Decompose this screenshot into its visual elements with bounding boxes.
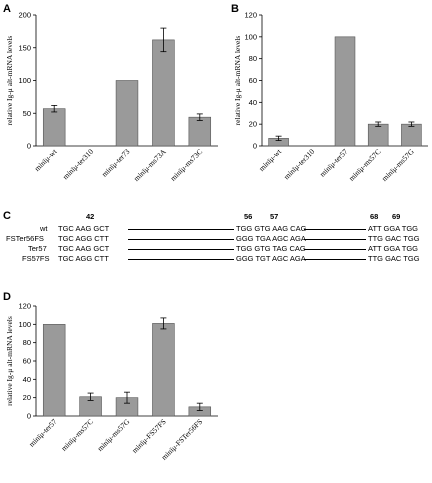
y-tick-label: 0 bbox=[253, 142, 257, 151]
gap-line bbox=[304, 239, 366, 240]
row-seg3-fs57fs: TTG GAC TGG bbox=[368, 254, 420, 263]
y-tick-label: 40 bbox=[23, 375, 31, 384]
row-label-fster56fs: FSTer56FS bbox=[6, 234, 44, 243]
row-seg1-ter57: TGC AAG GCT bbox=[58, 244, 110, 253]
gap-line bbox=[304, 249, 366, 250]
y-axis-label: relative Ig-μ alt-mRNA levels bbox=[233, 36, 242, 126]
bar bbox=[115, 80, 139, 147]
y-tick-label: 100 bbox=[244, 32, 257, 41]
gap-line bbox=[128, 249, 234, 250]
y-tick-label: 80 bbox=[23, 338, 31, 347]
y-tick-label: 60 bbox=[249, 76, 257, 85]
category-label: minīμ-ter57 bbox=[27, 417, 59, 449]
bar bbox=[42, 324, 66, 417]
row-seg3-wt: ATT GGA TGG bbox=[368, 224, 419, 233]
y-tick-label: 150 bbox=[18, 43, 31, 52]
gap-line bbox=[128, 259, 234, 260]
gap-line bbox=[128, 239, 234, 240]
bar bbox=[334, 36, 356, 147]
row-seg1-fs57fs: TGC AGG CTT bbox=[58, 254, 109, 263]
category-label: minīμ-ms57C bbox=[59, 417, 95, 453]
row-seg3-ter57: ATT GGA TGG bbox=[368, 244, 419, 253]
row-seg2-ter57: TGG GTG TAG CAG bbox=[236, 244, 306, 253]
y-tick-label: 40 bbox=[249, 98, 257, 107]
row-seg3-fster56fs: TTG GAC TGG bbox=[368, 234, 420, 243]
y-tick-label: 20 bbox=[249, 120, 257, 129]
row-seg1-wt: TGC AAG GCT bbox=[58, 224, 110, 233]
y-axis-label: relative Ig-μ alt-mRNA levels bbox=[5, 36, 14, 126]
row-seg2-wt: TGG GTG AAG CAG bbox=[236, 224, 307, 233]
row-seg2-fster56fs: GGG TGA AGC AGA bbox=[236, 234, 306, 243]
y-tick-label: 20 bbox=[23, 393, 31, 402]
y-tick-label: 60 bbox=[23, 357, 31, 366]
y-tick-label: 120 bbox=[18, 302, 31, 311]
category-label: minīμ-ms57G bbox=[95, 417, 131, 453]
row-seg1-fster56fs: TGC AGG CTT bbox=[58, 234, 109, 243]
panel-label-b: B bbox=[231, 3, 239, 15]
y-tick-label: 0 bbox=[27, 142, 31, 151]
position-69: 69 bbox=[392, 212, 401, 221]
position-57: 57 bbox=[270, 212, 279, 221]
row-seg2-fs57fs: GGG TGT AGC AGA bbox=[236, 254, 306, 263]
panel-label-a: A bbox=[3, 3, 11, 15]
y-tick-label: 100 bbox=[18, 320, 31, 329]
position-68: 68 bbox=[370, 212, 379, 221]
y-tick-label: 80 bbox=[249, 54, 257, 63]
y-tick-label: 0 bbox=[27, 412, 31, 421]
y-tick-label: 50 bbox=[23, 109, 31, 118]
row-label-wt: wt bbox=[40, 224, 48, 233]
sequence-alignment: 42 56 57 68 69 wt TGC AAG GCT TGG GTG AA… bbox=[0, 210, 432, 285]
panel-label-c: C bbox=[3, 210, 11, 222]
row-label-ter57: Ter57 bbox=[28, 244, 47, 253]
position-56: 56 bbox=[244, 212, 253, 221]
position-42: 42 bbox=[86, 212, 95, 221]
y-tick-label: 120 bbox=[244, 11, 257, 20]
category-label: minīμ-FS57FS bbox=[130, 417, 168, 455]
gap-line bbox=[304, 259, 366, 260]
gap-line bbox=[304, 229, 366, 230]
panel-label-d: D bbox=[3, 291, 11, 303]
y-tick-label: 100 bbox=[18, 76, 31, 85]
bar bbox=[152, 323, 175, 417]
y-tick-label: 200 bbox=[18, 11, 31, 20]
row-label-fs57fs: FS57FS bbox=[22, 254, 50, 263]
gap-line bbox=[128, 229, 234, 230]
y-axis-label: relative Ig-μ alt-mRNA levels bbox=[5, 316, 14, 406]
